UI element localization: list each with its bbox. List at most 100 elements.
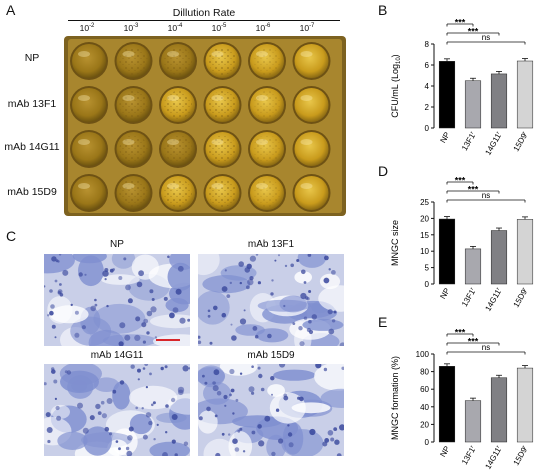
well	[72, 176, 106, 210]
well-highlight	[211, 139, 224, 145]
nucleus	[50, 304, 55, 309]
x-tick-label: 13F1r	[460, 286, 478, 308]
nucleus	[53, 379, 58, 384]
nucleus	[324, 255, 329, 261]
cell-region	[83, 426, 112, 456]
nucleus	[303, 316, 308, 320]
plaque-texture	[208, 135, 237, 163]
nucleus	[137, 368, 141, 373]
well-highlight	[122, 183, 135, 189]
nucleus	[145, 412, 152, 418]
nucleus	[47, 439, 51, 444]
nucleus	[239, 427, 243, 431]
well	[294, 176, 329, 210]
well-highlight	[167, 183, 179, 189]
well-highlight	[78, 183, 90, 189]
micrograph-title-15d9: mAb 15D9	[247, 350, 295, 361]
nucleus	[315, 364, 322, 369]
row-label-np: NP	[24, 52, 40, 64]
nucleus	[55, 405, 60, 411]
nucleus	[278, 254, 280, 257]
cell-region	[47, 296, 73, 324]
cell-region	[149, 441, 190, 456]
nucleus	[74, 332, 80, 338]
significance-label: ***	[455, 176, 466, 186]
well-highlight	[211, 51, 224, 57]
nucleus	[271, 279, 274, 282]
nucleus	[215, 452, 221, 456]
chart-e-mngc-formation: 0 20 40 60 80 100 MNGC formation (%) NP 13F1r 14G…	[390, 328, 534, 471]
bar-14g11	[490, 230, 508, 285]
nucleus	[308, 319, 312, 324]
nucleus	[299, 396, 304, 402]
nucleus	[249, 255, 256, 262]
nucleus	[339, 342, 344, 346]
well-highlight	[78, 95, 90, 101]
nucleus	[47, 314, 50, 317]
nucleus	[270, 292, 274, 296]
nucleus	[221, 312, 227, 318]
x-tick-label: 13F1r	[460, 130, 478, 152]
plaque-texture	[119, 91, 148, 119]
nucleus	[165, 431, 168, 434]
nucleus	[66, 370, 72, 375]
nucleus	[284, 264, 288, 268]
nucleus	[331, 319, 336, 323]
cell-region	[198, 410, 218, 434]
nucleus	[296, 259, 300, 262]
nucleus	[154, 336, 158, 339]
nucleus	[162, 452, 168, 456]
significance-label: ***	[455, 328, 466, 338]
nucleus	[128, 426, 134, 432]
bar-13f1	[464, 400, 482, 443]
nucleus	[142, 340, 146, 344]
nucleus	[303, 281, 307, 284]
plaque-texture	[164, 47, 192, 75]
panel-label-d: D	[378, 163, 389, 179]
nucleus	[299, 341, 305, 346]
x-tick-label: NP	[438, 445, 451, 459]
nucleus	[163, 296, 168, 301]
micrograph-title-14g11: mAb 14G11	[90, 350, 144, 361]
plaque-texture	[164, 135, 192, 163]
nucleus	[127, 298, 133, 304]
bar-np	[438, 366, 456, 443]
nucleus	[322, 441, 328, 447]
y-tick-label: 20	[420, 214, 429, 223]
nucleus	[49, 310, 54, 316]
nucleus	[101, 413, 107, 419]
nucleus	[323, 277, 330, 284]
nucleus	[264, 415, 271, 422]
well-highlight	[167, 139, 179, 145]
nucleus	[141, 407, 144, 410]
cell-region	[198, 254, 220, 276]
panel-label-e: E	[378, 314, 388, 330]
well-highlight	[211, 183, 224, 189]
nucleus	[167, 255, 170, 259]
y-tick-label: 0	[425, 280, 430, 289]
x-tick-label: 14G11r	[483, 444, 504, 471]
nucleus	[275, 408, 280, 412]
x-tick-label: 14G11r	[483, 130, 504, 157]
x-tick-label: 14G11r	[483, 286, 504, 313]
nucleus	[242, 450, 246, 453]
cell-region	[267, 384, 285, 397]
bar-15d9	[516, 60, 534, 129]
y-tick-label: 2	[425, 103, 430, 112]
nucleus	[134, 334, 141, 341]
nucleus	[207, 314, 211, 318]
nucleus	[206, 406, 211, 412]
nucleus	[274, 259, 277, 262]
nucleus	[54, 279, 58, 283]
bar-15d9	[516, 219, 534, 285]
well	[72, 44, 106, 78]
nucleus	[95, 403, 101, 410]
nucleus	[51, 367, 55, 371]
nucleus	[283, 393, 287, 398]
cell-region	[273, 369, 316, 381]
plaque-texture	[208, 91, 237, 119]
nucleus	[336, 453, 342, 456]
nucleus	[149, 289, 154, 294]
nucleus	[178, 389, 184, 396]
nucleus	[171, 414, 178, 420]
